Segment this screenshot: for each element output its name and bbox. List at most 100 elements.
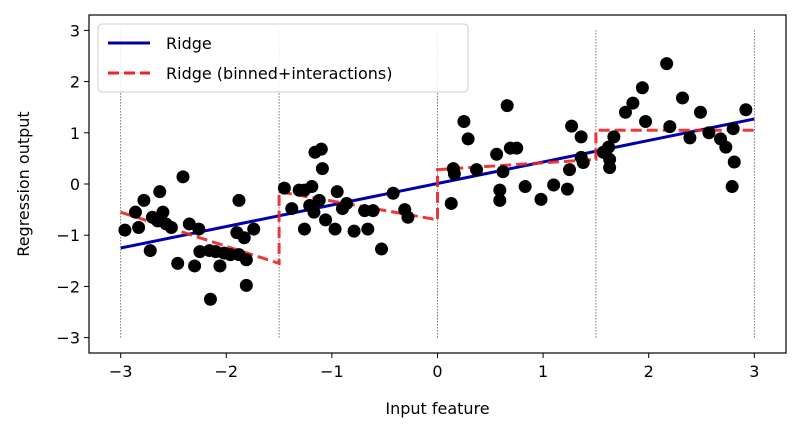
- data-point: [307, 205, 321, 219]
- data-point: [277, 181, 291, 195]
- data-point: [496, 165, 510, 179]
- data-point: [490, 147, 504, 161]
- data-point: [702, 126, 716, 140]
- y-tick-label: −3: [56, 329, 80, 348]
- data-point: [386, 186, 400, 200]
- legend-label: Ridge (binned+interactions): [166, 64, 392, 83]
- data-point: [457, 115, 471, 129]
- data-point: [192, 222, 206, 236]
- data-point: [314, 142, 328, 156]
- x-tick-label: −2: [214, 362, 238, 381]
- data-point: [602, 140, 616, 154]
- data-point: [361, 222, 375, 236]
- data-point: [171, 256, 185, 270]
- data-point: [461, 132, 475, 146]
- data-point: [330, 185, 344, 199]
- legend: Ridge Ridge (binned+interactions): [97, 23, 469, 93]
- binned-interactions-line: [120, 128, 755, 266]
- data-point: [607, 130, 621, 144]
- legend-label: Ridge: [166, 34, 212, 53]
- data-point: [232, 193, 246, 207]
- x-tick-label: 1: [538, 362, 548, 381]
- data-point: [153, 185, 167, 199]
- data-point: [305, 180, 319, 194]
- data-point: [693, 105, 707, 119]
- data-point: [603, 161, 617, 175]
- data-point: [285, 202, 299, 216]
- data-point: [176, 170, 190, 184]
- y-axis-ticks: −3 −2 −1 0 1 2 3: [56, 21, 89, 348]
- data-point: [340, 196, 354, 210]
- x-tick-label: 3: [749, 362, 759, 381]
- data-point: [366, 204, 380, 218]
- data-point: [565, 119, 579, 133]
- data-point: [719, 140, 733, 154]
- y-tick-label: 2: [70, 73, 80, 92]
- data-point: [493, 183, 507, 197]
- data-point: [618, 105, 632, 119]
- data-point: [726, 122, 740, 136]
- y-tick-label: 0: [70, 175, 80, 194]
- data-point: [663, 120, 677, 134]
- data-point: [203, 292, 217, 306]
- data-point: [182, 217, 196, 231]
- data-point: [470, 163, 484, 177]
- data-point: [660, 57, 674, 71]
- data-point: [493, 193, 507, 207]
- series-lines: [120, 117, 755, 266]
- data-point: [534, 192, 548, 206]
- data-point: [563, 163, 577, 177]
- data-point: [213, 259, 227, 273]
- data-point: [574, 130, 588, 144]
- x-tick-label: −1: [320, 362, 344, 381]
- data-point: [510, 141, 524, 155]
- data-point: [128, 205, 142, 219]
- x-axis-ticks: −3 −2 −1 0 1 2 3: [109, 353, 759, 381]
- data-point: [635, 81, 649, 95]
- data-point: [156, 205, 170, 219]
- data-point: [447, 167, 461, 181]
- data-point: [683, 131, 697, 145]
- y-tick-label: 3: [70, 21, 80, 40]
- data-point: [739, 103, 753, 117]
- data-point: [347, 224, 361, 238]
- data-point: [626, 96, 640, 110]
- data-point: [237, 231, 251, 245]
- data-point: [297, 222, 311, 236]
- data-point: [239, 278, 253, 292]
- data-point: [375, 242, 389, 256]
- data-point: [401, 210, 415, 224]
- data-point: [639, 115, 653, 129]
- data-point: [560, 182, 574, 196]
- scatter-points: [118, 57, 753, 306]
- data-point: [676, 91, 690, 105]
- data-point: [239, 253, 253, 267]
- x-axis-label: Input feature: [385, 399, 489, 418]
- data-point: [725, 180, 739, 194]
- data-point: [319, 213, 333, 227]
- x-tick-label: 2: [644, 362, 654, 381]
- x-tick-label: 0: [432, 362, 442, 381]
- data-point: [143, 244, 157, 258]
- data-point: [500, 99, 514, 113]
- data-point: [312, 193, 326, 207]
- data-point: [315, 162, 329, 176]
- legend-box: [97, 23, 469, 93]
- y-axis-label: Regression output: [14, 111, 33, 256]
- data-point: [188, 259, 202, 273]
- data-point: [518, 180, 532, 194]
- y-tick-label: −2: [56, 277, 80, 296]
- data-point: [444, 196, 458, 210]
- data-point: [247, 222, 261, 236]
- data-point: [547, 178, 561, 192]
- data-point: [164, 221, 178, 235]
- data-point: [118, 223, 132, 237]
- data-point: [132, 221, 146, 235]
- data-point: [137, 193, 151, 207]
- y-tick-label: 1: [70, 124, 80, 143]
- x-tick-label: −3: [109, 362, 133, 381]
- data-point: [328, 222, 342, 236]
- data-point: [727, 155, 741, 169]
- y-tick-label: −1: [56, 226, 80, 245]
